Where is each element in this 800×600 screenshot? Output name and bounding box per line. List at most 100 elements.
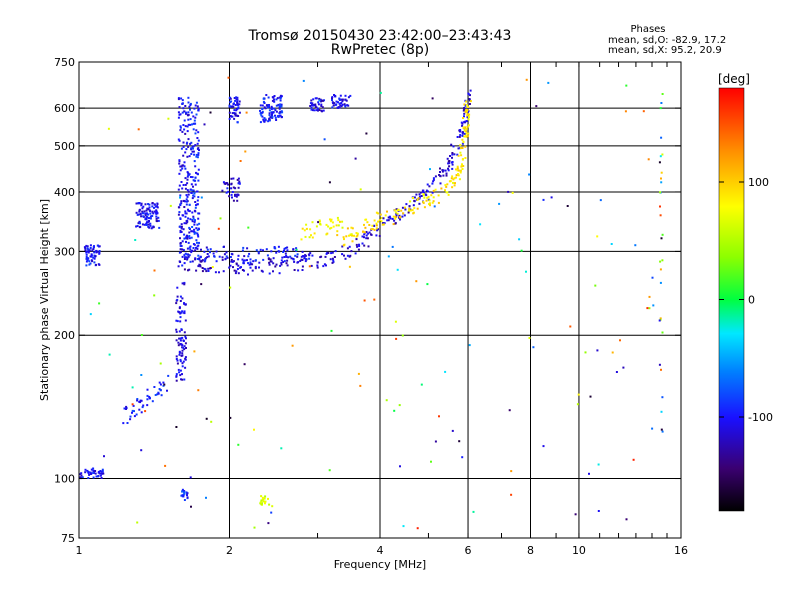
echo-point [177, 116, 180, 119]
echo-point [439, 182, 442, 185]
echo-point [439, 174, 442, 177]
echo-point [271, 115, 274, 118]
echo-point [279, 94, 282, 97]
echo-point [398, 404, 401, 407]
colorbar-tick-label: 100 [748, 176, 769, 189]
echo-point [461, 132, 464, 135]
echo-point [317, 107, 319, 110]
echo-point [287, 256, 290, 259]
echo-point [381, 222, 384, 224]
echo-point [346, 227, 349, 230]
echo-point [180, 97, 183, 100]
echo-point [355, 238, 358, 241]
echo-point [187, 123, 190, 126]
echo-point [465, 132, 468, 135]
echo-point [146, 398, 149, 401]
echo-point [658, 319, 661, 322]
echo-point [205, 417, 208, 420]
echo-point [182, 199, 185, 202]
echo-point [239, 160, 242, 162]
echo-point [569, 325, 572, 328]
echo-point [336, 230, 339, 233]
echo-point [311, 104, 313, 107]
echo-point [186, 175, 189, 178]
echo-point [276, 97, 279, 100]
echo-point [261, 107, 264, 110]
echo-point [237, 177, 240, 180]
echo-point [452, 178, 455, 181]
echo-point [153, 269, 156, 272]
echo-point [464, 134, 467, 137]
echo-point [286, 249, 289, 252]
echo-point [184, 105, 187, 107]
echo-point [262, 500, 265, 503]
echo-point [169, 204, 172, 207]
echo-point [183, 254, 186, 257]
echo-point [660, 177, 662, 180]
echo-point [177, 213, 180, 216]
echo-point [386, 210, 388, 213]
echo-point [97, 263, 100, 266]
echo-point [186, 492, 189, 495]
x-tick-label: 6 [465, 544, 472, 557]
echo-point [391, 245, 394, 248]
echo-point [418, 202, 421, 205]
echo-point [196, 232, 199, 235]
echo-point [277, 115, 280, 117]
echo-point [279, 99, 282, 102]
echo-point [79, 473, 82, 476]
echo-point [190, 153, 193, 155]
echo-point [425, 194, 428, 197]
echo-point [300, 255, 303, 258]
echo-point [354, 252, 357, 255]
echo-point [139, 225, 142, 228]
echo-point [194, 201, 197, 203]
echo-point [450, 177, 453, 180]
echo-point [238, 180, 241, 183]
echo-point [177, 265, 180, 268]
echo-point [403, 214, 406, 217]
echo-point [317, 221, 320, 224]
echo-point [181, 255, 184, 258]
echo-point [85, 264, 88, 267]
echo-point [275, 98, 278, 101]
echo-point [181, 187, 184, 190]
echo-point [197, 244, 200, 247]
echo-point [423, 206, 426, 209]
echo-point [135, 225, 138, 228]
echo-point [194, 257, 197, 260]
echo-point [346, 247, 349, 250]
echo-point [393, 209, 396, 212]
echo-point [584, 351, 587, 354]
echo-point [232, 266, 234, 269]
echo-point [231, 196, 233, 199]
echo-point [196, 105, 199, 108]
echo-point [185, 222, 188, 225]
echo-point [408, 205, 411, 208]
echo-point [510, 470, 513, 473]
echo-point [89, 471, 92, 474]
echo-point [184, 177, 187, 180]
echo-point [576, 403, 579, 406]
echo-point [178, 350, 181, 353]
echo-point [244, 150, 247, 153]
echo-point [180, 225, 183, 228]
echo-point [177, 111, 180, 114]
echo-point [191, 150, 194, 153]
echo-point [263, 102, 266, 104]
echo-point [180, 223, 183, 226]
echo-point [198, 149, 200, 152]
echo-point [359, 188, 362, 191]
echo-point [185, 212, 188, 215]
echo-point [304, 254, 307, 257]
echo-point [525, 78, 528, 81]
echo-point [283, 247, 286, 250]
echo-point [183, 237, 186, 240]
echo-point [295, 247, 298, 250]
echo-point [319, 98, 322, 101]
echo-point [197, 152, 200, 155]
echo-point [236, 100, 239, 103]
echo-point [129, 415, 132, 418]
echo-point [312, 98, 315, 101]
echo-point [200, 248, 202, 251]
